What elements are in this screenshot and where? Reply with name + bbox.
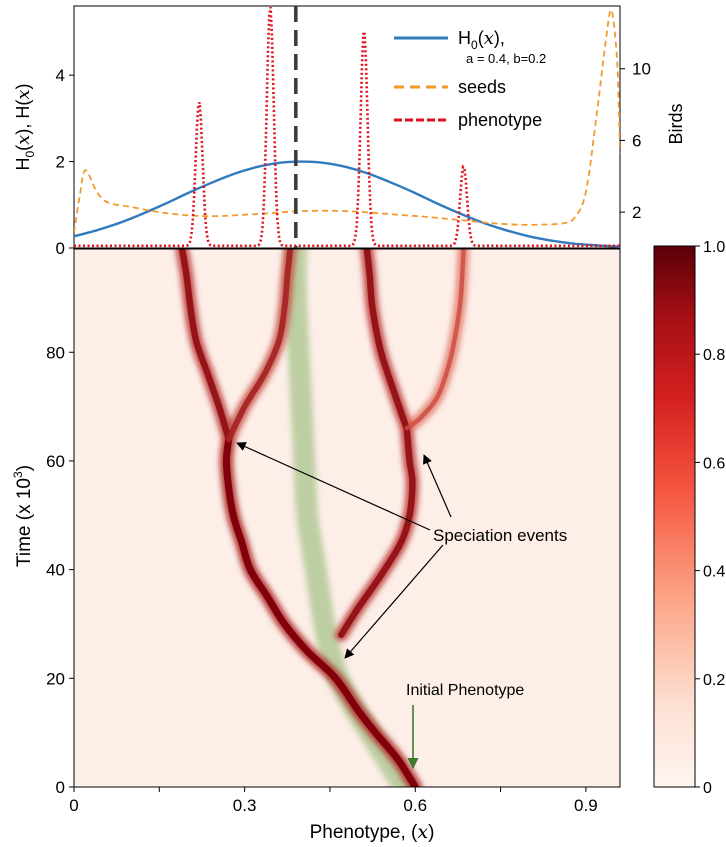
legend-phenotype-label: phenotype — [458, 110, 542, 130]
ylabel-close: ) — [13, 84, 33, 90]
colorbar-ticks: 0 0.2 0.4 0.6 0.8 1.0 — [695, 239, 725, 797]
xtick-label: 0.3 — [233, 796, 257, 815]
left-y-axis-label: H0(x), H(x) — [13, 84, 37, 171]
legend-seeds-label: seeds — [458, 77, 506, 97]
speciation-arrow-right — [423, 454, 452, 518]
ytick-label: 20 — [46, 669, 65, 688]
speciation-arrow-bottom — [344, 544, 444, 659]
right-y-axis-label: Birds — [666, 103, 686, 144]
lineage-1-core — [178, 249, 232, 443]
lineage-5-core — [404, 249, 466, 431]
top-plot-frame — [73, 5, 621, 249]
ytick-label: 80 — [46, 343, 65, 362]
y-axis-ticks: 0 20 40 60 80 — [46, 343, 74, 797]
ylabel-sub: 0 — [23, 151, 37, 158]
colorbar-tick-label: 0.2 — [703, 672, 725, 689]
series-phenotype-line — [74, 7, 620, 248]
colorbar-tick-label: 0.4 — [703, 564, 725, 581]
heatmap-panel: 0 0.3 0.6 0.9 0 20 40 60 80 Speciation events I… — [11, 248, 621, 843]
x-axis-label: Phenotype, (x) — [310, 821, 435, 843]
legend: H0(x), a = 0.4, b=0.2 seeds phenotype — [394, 28, 546, 130]
speciation-arrow-left — [236, 442, 431, 531]
ytick-label: 60 — [46, 452, 65, 471]
right-ytick-label: 2 — [632, 203, 641, 222]
xtick-label: 0.6 — [403, 796, 427, 815]
legend-h0-label: H0(x), — [458, 28, 505, 52]
lineage-3-core — [338, 425, 416, 638]
y-axis-label: Time (x 103) — [11, 465, 35, 567]
lineage-2-core — [225, 249, 293, 443]
left-ytick-label: 2 — [56, 153, 65, 172]
colorbar-tick-label: 0.6 — [703, 455, 725, 472]
left-ytick-label: 4 — [56, 66, 65, 85]
top-panel: 0 2 4 2 6 10 H0(x), H(x) Birds H0(x), a = 0.… — [13, 5, 686, 258]
xtick-label: 0 — [69, 796, 78, 815]
right-ytick-label: 10 — [632, 60, 651, 79]
colorbar-tick-label: 0 — [703, 780, 712, 797]
legend-h0-params: a = 0.4, b=0.2 — [466, 51, 546, 66]
xtick-label: 0.9 — [574, 796, 598, 815]
ylabel-h: H — [13, 158, 33, 171]
colorbar-gradient — [653, 245, 696, 788]
ytick-label: 40 — [46, 561, 65, 580]
heatmap-frame — [73, 248, 621, 788]
right-y-ticks: 2 6 10 — [620, 60, 651, 222]
speciation-events-label: Speciation events — [433, 526, 567, 545]
left-y-ticks: 0 2 4 — [56, 66, 74, 258]
series-H0(x)-line — [74, 160, 620, 248]
lineage-0-core — [222, 435, 419, 787]
ylabel-var2: x — [13, 90, 34, 100]
ylabel-var: x — [13, 135, 34, 145]
ylabel-sep: ), H( — [13, 100, 33, 135]
lineage-4-core — [363, 249, 410, 432]
colorbar: 0 0.2 0.4 0.6 0.8 1.0 — [653, 239, 725, 797]
colorbar-tick-label: 0.8 — [703, 347, 725, 364]
lineages-core — [178, 249, 466, 787]
initial-phenotype-label: Initial Phenotype — [406, 682, 524, 699]
right-ytick-label: 6 — [632, 131, 641, 150]
series-seeds-line — [74, 8, 620, 234]
ytick-label: 0 — [56, 778, 65, 797]
left-ytick-label: 0 — [56, 239, 65, 258]
x-axis-ticks: 0 0.3 0.6 0.9 — [69, 787, 598, 815]
colorbar-tick-label: 1.0 — [703, 239, 725, 256]
